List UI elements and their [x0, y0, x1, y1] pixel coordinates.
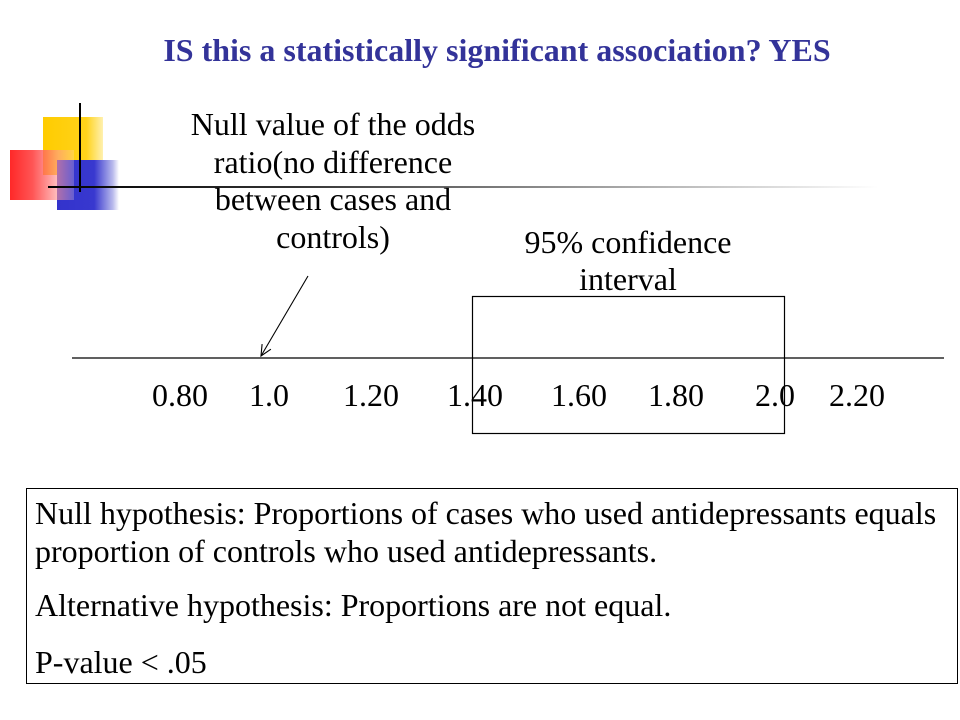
- null-hypothesis-line: Null hypothesis: Proportions of cases wh…: [35, 495, 937, 531]
- logo-vertical-rule: [79, 103, 81, 192]
- null-value-label: Null value of the odds ratio(no differen…: [183, 106, 483, 256]
- confidence-interval-label-line: interval: [579, 261, 677, 297]
- confidence-interval-label-line: 95% confidence: [524, 224, 732, 260]
- arrow-head-icon: [260, 344, 272, 358]
- axis-tick-label: 0.80: [152, 377, 208, 413]
- confidence-interval-label: 95% confidence interval: [478, 224, 778, 298]
- axis-tick-label: 2.0: [755, 377, 795, 413]
- axis-tick-label: 1.0: [249, 377, 289, 413]
- null-value-label-line: ratio(no difference: [213, 143, 453, 180]
- axis-tick-label: 1.60: [551, 377, 607, 413]
- p-value-paragraph: P-value < .05: [35, 644, 207, 680]
- null-value-label-line: Null value of the odds: [190, 106, 476, 142]
- null-hypothesis-line: proportion of controls who used antidepr…: [35, 533, 658, 569]
- hypothesis-text-box: Null hypothesis: Proportions of cases wh…: [26, 488, 958, 684]
- logo-red-square: [10, 150, 74, 200]
- slide-title: IS this a statistically significant asso…: [163, 32, 831, 68]
- null-value-label-line: controls): [276, 218, 390, 255]
- null-value-label-line: between cases and: [214, 181, 452, 217]
- null-hypothesis-paragraph: Null hypothesis: Proportions of cases wh…: [35, 494, 957, 570]
- axis-tick-label: 2.20: [829, 377, 885, 413]
- alternative-hypothesis-paragraph: Alternative hypothesis: Proportions are …: [35, 587, 672, 623]
- null-value-arrow: [260, 275, 309, 358]
- arrow-shaft: [260, 275, 309, 357]
- axis-tick-label: 1.20: [343, 377, 399, 413]
- axis-tick-label: 1.80: [648, 377, 704, 413]
- axis-tick-label: 1.40: [447, 377, 503, 413]
- logo-horizontal-rule: [48, 186, 878, 188]
